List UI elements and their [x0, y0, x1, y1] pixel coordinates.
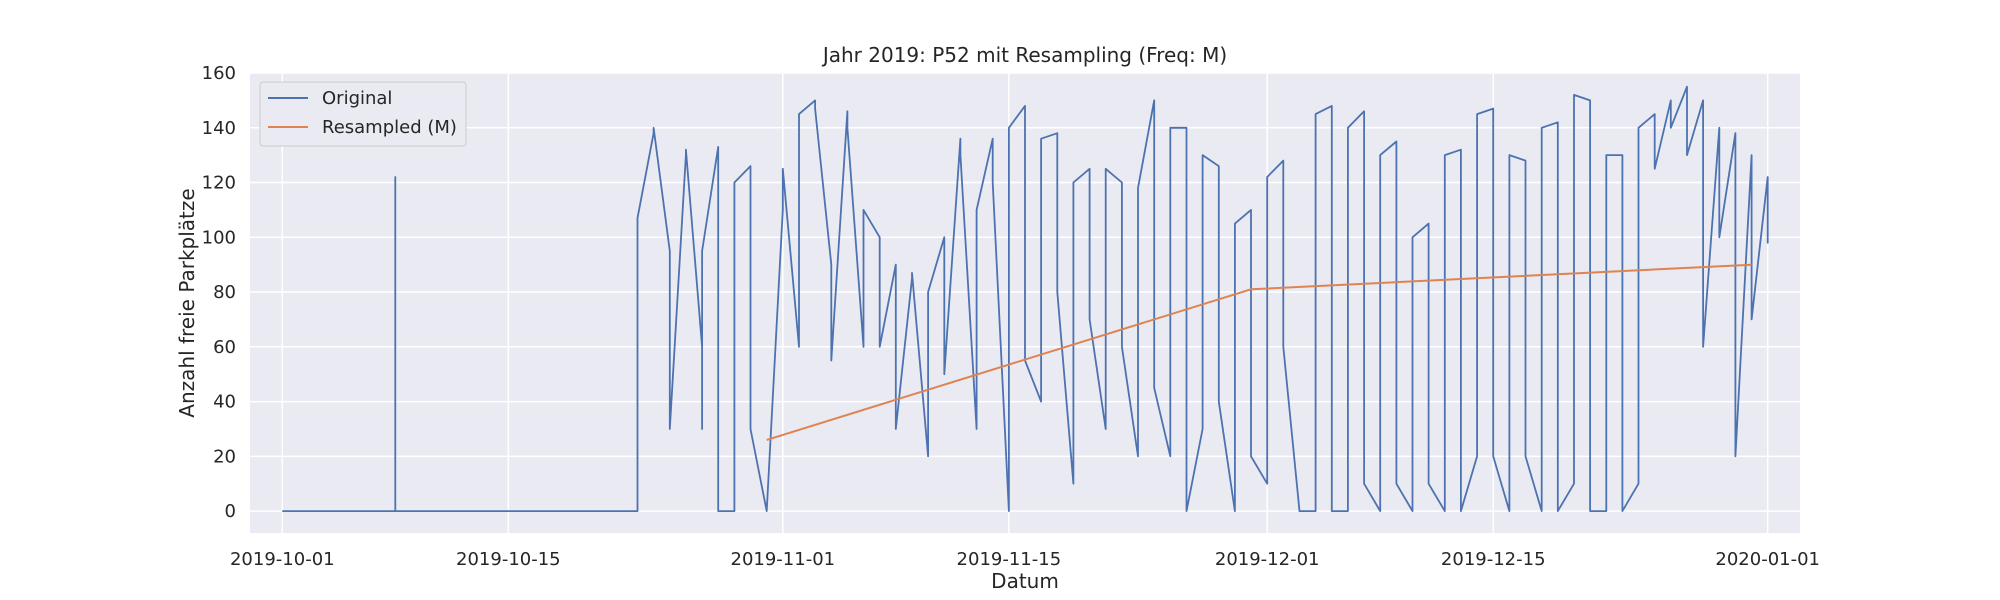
series-line-resampled [766, 263, 1752, 441]
legend-label-resampled: Resampled (M) [322, 117, 457, 138]
x-tick-label: 2020-01-01 [1715, 549, 1820, 570]
y-tick-label: 60 [213, 337, 236, 358]
x-tick-label: 2019-10-01 [230, 549, 335, 570]
y-tick-label: 40 [213, 392, 236, 413]
y-axis-title: Anzahl freie Parkplätze [175, 188, 199, 417]
y-axis-ticks: 0 20 40 60 80 100 120 140 160 [202, 63, 236, 522]
series-group [282, 85, 1769, 513]
y-tick-label: 120 [202, 173, 236, 194]
legend: Original Resampled (M) [259, 81, 467, 147]
y-tick-label: 80 [213, 282, 236, 303]
x-axis-ticks: 2019-10-01 2019-10-15 2019-11-01 2019-11-15… [230, 549, 1820, 570]
y-tick-label: 20 [213, 446, 236, 467]
series-line-original [282, 85, 1769, 513]
legend-label-original: Original [322, 88, 392, 109]
y-tick-label: 160 [202, 63, 236, 84]
x-tick-label: 2019-10-15 [456, 549, 561, 570]
x-tick-label: 2019-11-15 [957, 549, 1062, 570]
x-tick-label: 2019-11-01 [731, 549, 836, 570]
y-tick-label: 100 [202, 227, 236, 248]
y-tick-label: 0 [225, 501, 236, 522]
legend-box [259, 81, 467, 147]
x-axis-title: Datum [991, 569, 1059, 593]
x-tick-label: 2019-12-15 [1441, 549, 1546, 570]
chart-title: Jahr 2019: P52 mit Resampling (Freq: M) [821, 43, 1227, 67]
y-tick-label: 140 [202, 118, 236, 139]
x-tick-label: 2019-12-01 [1215, 549, 1320, 570]
